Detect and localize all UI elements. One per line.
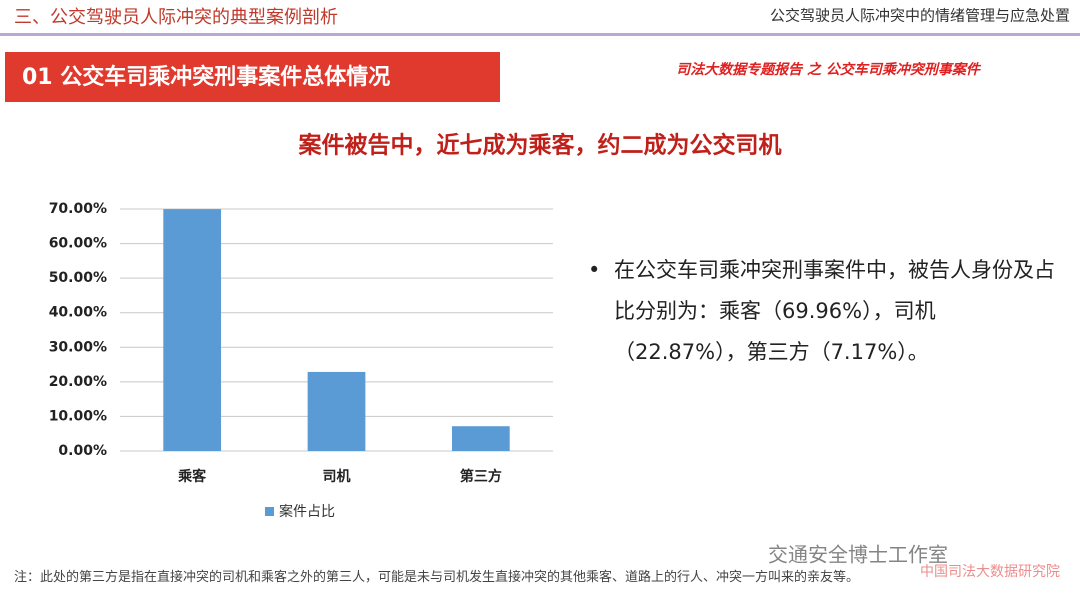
bullet: • 在公交车司乘冲突刑事案件中，被告人身份及占比分别为：乘客（69.96%），司机…: [588, 250, 1064, 373]
y-tick-label: 50.00%: [49, 270, 107, 286]
banner-bg: [5, 52, 500, 102]
y-tick-label: 20.00%: [49, 374, 107, 390]
y-tick-label: 40.00%: [49, 305, 107, 321]
bar: [163, 209, 222, 451]
header-right: 公交驾驶员人际冲突中的情绪管理与应急处置: [770, 7, 1070, 25]
source: 司法大数据专题报告 之 公交车司乘冲突刑事案件: [676, 61, 982, 78]
y-tick-label: 10.00%: [49, 408, 107, 424]
x-tick-label: 乘客: [177, 468, 207, 485]
x-tick-label: 司机: [323, 468, 351, 485]
legend-label: 案件占比: [279, 503, 335, 520]
watermark: 中国司法大数据研究院: [920, 564, 1060, 580]
chart-title: 案件被告中，近七成为乘客，约二成为公交司机: [298, 132, 782, 159]
watermark: 交通安全博士工作室: [768, 543, 948, 567]
bullet-dot: •: [588, 258, 601, 282]
bar: [307, 371, 366, 451]
banner-title: 01 公交车司乘冲突刑事案件总体情况: [22, 64, 390, 90]
y-tick-label: 0.00%: [58, 443, 107, 459]
y-tick-label: 30.00%: [49, 339, 107, 355]
x-tick-label: 第三方: [460, 468, 502, 485]
y-tick-label: 70.00%: [49, 201, 107, 217]
header-left: 三、公交驾驶员人际冲突的典型案例剖析: [14, 7, 338, 28]
header-rule: [0, 33, 1080, 36]
legend-swatch: [265, 507, 274, 516]
footnote: 注：此处的第三方是指在直接冲突的司机和乘客之外的第三人，可能是未与司机发生直接冲…: [14, 570, 860, 585]
bar: [451, 426, 510, 451]
bullet-text: 在公交车司乘冲突刑事案件中，被告人身份及占比分别为：乘客（69.96%），司机（…: [614, 258, 1055, 364]
y-tick-label: 60.00%: [49, 236, 107, 252]
